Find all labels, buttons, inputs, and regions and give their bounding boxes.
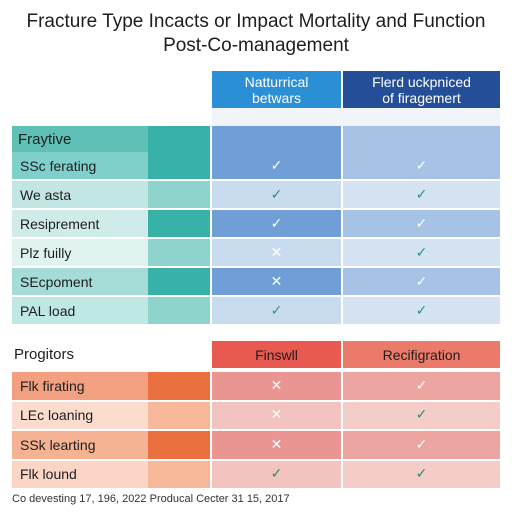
chart-subtitle: Post-Co-management (163, 35, 349, 56)
column-header: Natturrical betwars (212, 71, 341, 108)
check-icon: ✓ (212, 297, 341, 324)
table-row-label: Flk lound (20, 466, 77, 483)
row-accent (148, 181, 210, 208)
check-icon: ✓ (343, 431, 500, 459)
table-row-label: Flk firating (20, 377, 85, 394)
check-icon: ✓ (343, 239, 500, 266)
row-accent (148, 268, 210, 295)
row-accent (148, 372, 210, 400)
section-cell (212, 126, 341, 152)
section-title: Fraytive (18, 130, 72, 148)
table-row-label-bg (12, 181, 148, 208)
table-row-label: SEcpoment (20, 273, 93, 290)
check-icon: ✓ (212, 152, 341, 179)
cross-icon: ✕ (212, 372, 341, 400)
check-icon: ✓ (343, 297, 500, 324)
check-icon: ✓ (212, 181, 341, 208)
column-header: Flerd uckpniced of firagemert (343, 71, 500, 108)
check-icon: ✓ (343, 152, 500, 179)
table-row-label-bg (12, 239, 148, 266)
table-row-label-bg (12, 210, 148, 237)
section-title-bg (12, 126, 148, 152)
check-icon: ✓ (343, 401, 500, 429)
header-gap (212, 108, 500, 126)
check-icon: ✓ (343, 210, 500, 237)
table-row-label-bg (12, 268, 148, 295)
section-cell (343, 126, 500, 152)
table-row-label-bg (12, 152, 148, 179)
row-accent (148, 401, 210, 429)
table-row-label: We asta (20, 186, 72, 203)
check-icon: ✓ (212, 460, 341, 488)
check-icon: ✓ (343, 181, 500, 208)
cross-icon: ✕ (212, 431, 341, 459)
table-row-label: LEc loaning (20, 407, 94, 424)
check-icon: ✓ (343, 460, 500, 488)
row-accent (148, 460, 210, 488)
cross-icon: ✕ (212, 268, 341, 295)
table-row-label-bg (12, 460, 148, 488)
table-row-label: SSk learting (20, 436, 96, 453)
row-accent (148, 239, 210, 266)
section-accent (148, 126, 210, 152)
table-row-label-bg (12, 431, 148, 459)
table-row-label: Resiprement (20, 215, 100, 232)
table-row-label-bg (12, 297, 148, 324)
table-row-label: PAL load (20, 302, 76, 319)
chart-title: Fracture Type Incacts or Impact Mortalit… (26, 11, 486, 32)
footnote: Co devesting 17, 196, 2022 Producal Cect… (12, 493, 290, 505)
column-header: Recifigration (343, 341, 500, 368)
row-accent (148, 210, 210, 237)
check-icon: ✓ (343, 372, 500, 400)
row-accent (148, 152, 210, 179)
check-icon: ✓ (343, 268, 500, 295)
row-accent (148, 431, 210, 459)
cross-icon: ✕ (212, 401, 341, 429)
table-row-label-bg (12, 401, 148, 429)
cross-icon: ✕ (212, 239, 341, 266)
check-icon: ✓ (212, 210, 341, 237)
column-header: Finswll (212, 341, 341, 368)
table-row-label: SSc ferating (20, 157, 97, 174)
section-title: Progitors (14, 346, 75, 363)
table-row-label-bg (12, 372, 148, 400)
table-row-label: Plz fuilly (20, 244, 72, 261)
row-accent (148, 297, 210, 324)
